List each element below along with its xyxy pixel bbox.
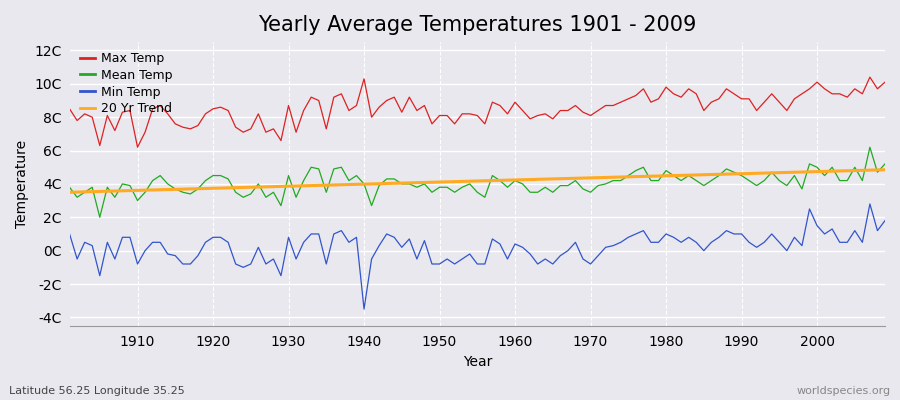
20 Yr Trend <box>502 178 513 182</box>
Line: Min Temp: Min Temp <box>69 204 885 309</box>
Min Temp <box>509 242 520 246</box>
20 Yr Trend <box>124 188 135 193</box>
Max Temp <box>298 108 309 113</box>
Min Temp <box>518 245 528 250</box>
Max Temp <box>344 108 355 113</box>
Mean Temp <box>608 178 618 183</box>
20 Yr Trend <box>600 175 611 180</box>
Mean Temp <box>298 178 309 183</box>
Max Temp <box>608 103 618 108</box>
Text: worldspecies.org: worldspecies.org <box>796 386 891 396</box>
20 Yr Trend <box>509 178 520 182</box>
20 Yr Trend <box>64 190 75 195</box>
Mean Temp <box>879 162 890 166</box>
Mean Temp <box>344 178 355 183</box>
Max Temp <box>879 80 890 84</box>
Max Temp <box>518 108 528 113</box>
Max Temp <box>132 145 143 150</box>
20 Yr Trend <box>291 184 302 188</box>
Min Temp <box>291 256 302 261</box>
Max Temp <box>64 106 75 111</box>
Min Temp <box>879 218 890 223</box>
Min Temp <box>865 202 876 206</box>
Min Temp <box>608 243 618 248</box>
Y-axis label: Temperature: Temperature <box>15 140 29 228</box>
Max Temp <box>865 75 876 80</box>
Line: Max Temp: Max Temp <box>69 77 885 147</box>
Mean Temp <box>132 198 143 203</box>
Min Temp <box>64 232 75 236</box>
20 Yr Trend <box>879 167 890 172</box>
Mean Temp <box>64 185 75 190</box>
Min Temp <box>358 307 369 312</box>
Line: 20 Yr Trend: 20 Yr Trend <box>69 170 885 192</box>
Text: Latitude 56.25 Longitude 35.25: Latitude 56.25 Longitude 35.25 <box>9 386 184 396</box>
Title: Yearly Average Temperatures 1901 - 2009: Yearly Average Temperatures 1901 - 2009 <box>258 15 697 35</box>
Line: Mean Temp: Mean Temp <box>69 147 885 217</box>
Mean Temp <box>94 215 105 220</box>
Max Temp <box>509 100 520 104</box>
Min Temp <box>336 228 346 233</box>
Legend: Max Temp, Mean Temp, Min Temp, 20 Yr Trend: Max Temp, Mean Temp, Min Temp, 20 Yr Tre… <box>76 48 176 119</box>
Max Temp <box>124 108 135 113</box>
20 Yr Trend <box>336 182 346 187</box>
X-axis label: Year: Year <box>463 355 492 369</box>
Mean Temp <box>518 182 528 186</box>
Min Temp <box>124 235 135 240</box>
Mean Temp <box>865 145 876 150</box>
Mean Temp <box>509 178 520 183</box>
